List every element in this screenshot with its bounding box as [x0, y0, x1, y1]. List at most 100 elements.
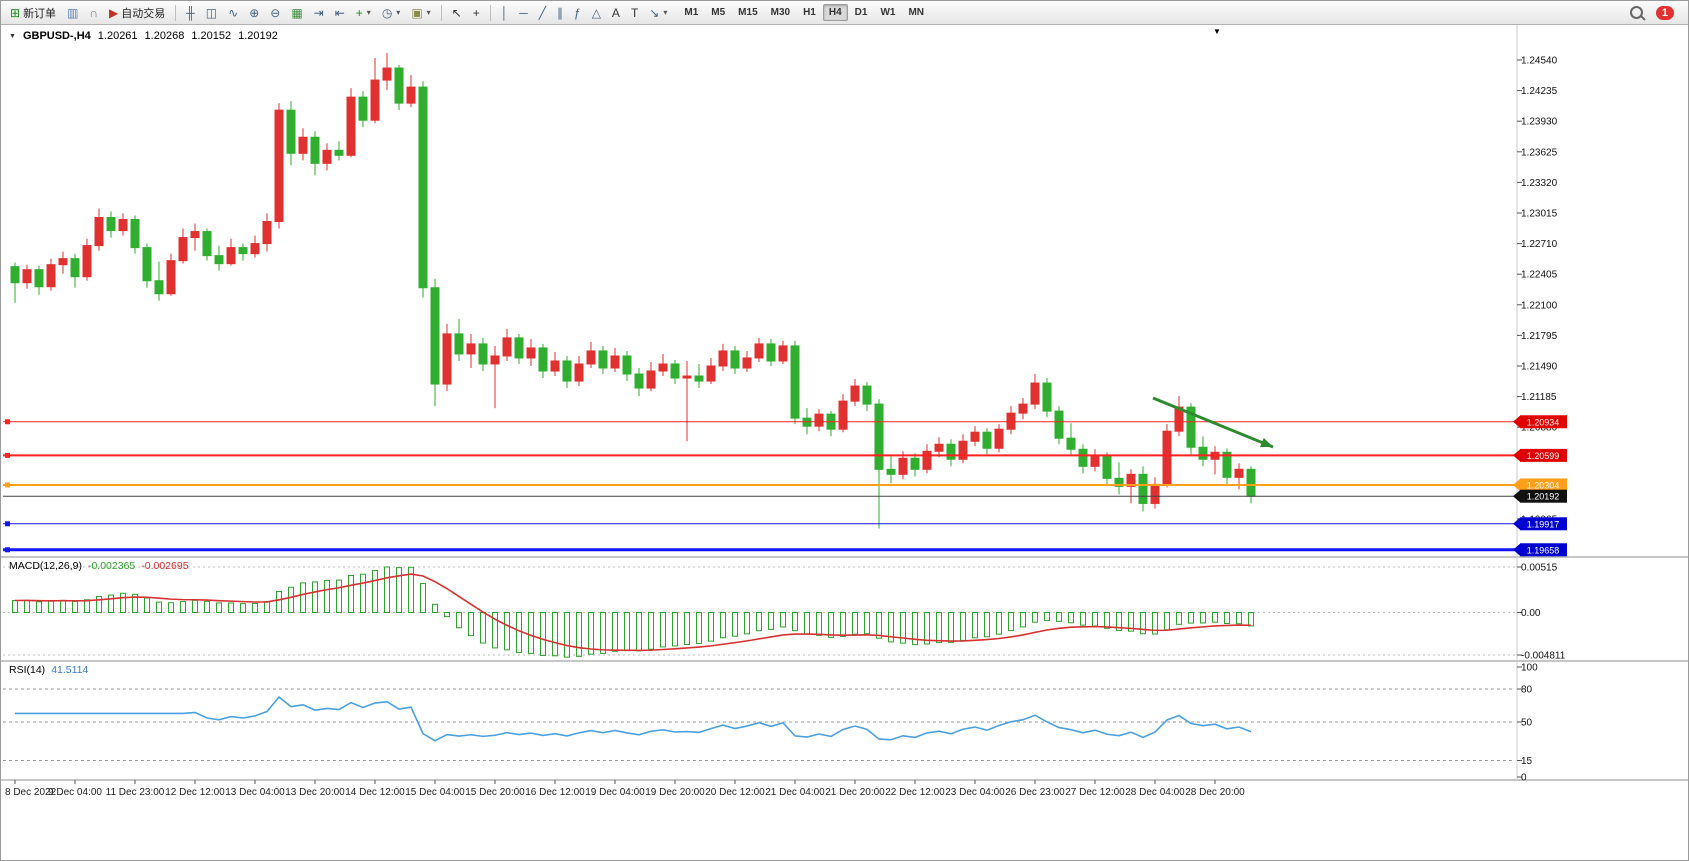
auto-scroll-button[interactable]: ⇥ — [309, 2, 329, 23]
text-label-icon: T — [630, 5, 639, 20]
svg-text:1.21185: 1.21185 — [1521, 392, 1557, 403]
search-button[interactable] — [1625, 2, 1648, 23]
timeframe-m15-button[interactable]: M15 — [738, 7, 758, 18]
indicators-button[interactable]: + ▾ — [351, 2, 376, 23]
low-value: 1.20152 — [191, 30, 232, 42]
autotrading-icon: ▶ — [109, 5, 119, 20]
hline-handle[interactable] — [5, 521, 10, 527]
svg-text:1.24235: 1.24235 — [1521, 86, 1558, 97]
timeframe-m30-button[interactable]: M30 — [770, 7, 791, 18]
horizontal-line-button[interactable]: ─ — [514, 2, 533, 23]
arrows-icon: ↘ — [649, 5, 660, 20]
price-badge-1.19658 — [1520, 543, 1567, 557]
svg-text:1.19917: 1.19917 — [1527, 519, 1560, 529]
timeframe-m1-button[interactable]: M1 — [684, 7, 699, 18]
timeframe-h4-button[interactable]: H4 — [822, 4, 848, 21]
chevron-down-icon: ▾ — [366, 8, 371, 17]
periods-icon: ◷ — [381, 5, 393, 20]
timeframe-m5-button[interactable]: M5 — [711, 7, 726, 18]
chevron-down-icon: ▾ — [663, 8, 668, 17]
line-chart-mode-button[interactable]: ∿ — [223, 2, 243, 23]
trendline-button[interactable]: ╱ — [534, 2, 551, 23]
horizontal-lines — [3, 419, 1515, 553]
vertical-line-button[interactable]: │ — [496, 2, 514, 23]
svg-text:1.20934: 1.20934 — [1527, 417, 1560, 427]
search-icon — [1629, 6, 1643, 19]
tile-windows-button[interactable]: ▦ — [286, 2, 307, 23]
autotrading-button[interactable]: ▶ 自动交易 — [104, 2, 170, 23]
rsi-label: RSI(14) 41.5114 — [9, 664, 88, 676]
zoom-in-button[interactable]: ⊕ — [244, 2, 264, 23]
trend-arrow-annotation[interactable] — [1152, 396, 1274, 449]
macd-histogram — [12, 566, 1254, 658]
svg-text:27 Dec 12:00: 27 Dec 12:00 — [1065, 787, 1125, 798]
periods-button[interactable]: ◷ ▾ — [377, 2, 406, 23]
equidistant-channel-button[interactable]: ∥ — [552, 2, 568, 23]
hline-handle[interactable] — [5, 482, 10, 488]
hline-handle[interactable] — [5, 547, 10, 553]
svg-text:1.20304: 1.20304 — [1527, 480, 1560, 490]
svg-text:20 Dec 12:00: 20 Dec 12:00 — [705, 787, 765, 798]
macd-main-value: -0.002365 — [87, 560, 136, 572]
svg-text:1.19658: 1.19658 — [1527, 545, 1560, 555]
hline-handle[interactable] — [5, 419, 10, 425]
new-order-button[interactable]: ⊞ 新订单 — [5, 2, 61, 23]
chart-context-icon[interactable]: ▼ — [9, 32, 16, 40]
svg-text:50: 50 — [1521, 718, 1533, 729]
close-value: 1.20192 — [238, 30, 278, 42]
cursor-button[interactable]: ↖ — [447, 2, 467, 23]
chart-header: ▼ GBPUSD-,H4 1.20261 1.20268 1.20152 1.2… — [9, 30, 278, 42]
svg-text:15: 15 — [1521, 756, 1533, 767]
crosshair-button[interactable]: + — [468, 2, 485, 23]
bar-chart-mode-button[interactable]: ╫ — [181, 2, 200, 23]
timeframe-d1-button[interactable]: D1 — [854, 7, 868, 18]
open-value: 1.20261 — [97, 30, 138, 42]
new-order-icon: ⊞ — [10, 5, 21, 20]
text-button[interactable]: A — [607, 2, 625, 23]
bar-chart-mode-icon: ╫ — [186, 5, 195, 20]
svg-text:21 Dec 20:00: 21 Dec 20:00 — [825, 787, 885, 798]
zoom-out-icon: ⊖ — [270, 5, 281, 20]
price-badge-1.20192 — [1520, 489, 1567, 503]
timeframe-mn-button[interactable]: MN — [908, 7, 925, 18]
timeframe-group: M1 M5 M15 M30 H1 H4 D1 W1 MN — [678, 4, 930, 21]
toolbar-buttons: ⊞ 新订单 ▥ ∩ ▶ 自动交易 ╫ ◫ ∿ ⊕ ⊖ ▦ ⇥ ⇤ + ▾ ◷ ▾ ▣ ▾ ↖ + │ ─ ╱ ∥ ƒ △ A T ↘ ▾ — [5, 2, 672, 23]
toolbar-separator — [175, 4, 177, 21]
price-badge-1.20304 — [1520, 478, 1567, 492]
svg-text:19 Dec 04:00: 19 Dec 04:00 — [585, 787, 645, 798]
svg-text:0.00: 0.00 — [1521, 608, 1541, 619]
horizontal-line-icon: ─ — [519, 5, 528, 20]
svg-text:13 Dec 04:00: 13 Dec 04:00 — [225, 787, 285, 798]
fibonacci-button[interactable]: ƒ — [569, 2, 586, 23]
svg-text:80: 80 — [1521, 685, 1533, 696]
hline-handle[interactable] — [5, 452, 10, 458]
chart-windows-button[interactable]: ▥ — [62, 2, 83, 23]
notification-badge[interactable]: 1 — [1655, 5, 1674, 20]
text-label-button[interactable]: T — [626, 2, 643, 23]
svg-text:1.21795: 1.21795 — [1521, 331, 1558, 342]
candlestick-mode-button[interactable]: ◫ — [201, 2, 222, 23]
price-badge-1.19917 — [1520, 517, 1567, 531]
trendline-icon: ╱ — [538, 5, 546, 20]
svg-text:1.21490: 1.21490 — [1521, 361, 1558, 372]
indicators-icon: + — [355, 5, 363, 20]
zoom-out-button[interactable]: ⊖ — [265, 2, 285, 23]
arrows-button[interactable]: ↘ ▾ — [644, 2, 672, 23]
svg-text:0.00515: 0.00515 — [1521, 563, 1558, 574]
candles — [10, 52, 1256, 529]
templates-button[interactable]: ▣ ▾ — [406, 2, 435, 23]
timeframe-h1-button[interactable]: H1 — [803, 7, 816, 18]
svg-text:12 Dec 12:00: 12 Dec 12:00 — [165, 787, 225, 798]
chart-windows-icon: ▥ — [67, 5, 79, 20]
templates-icon: ▣ — [411, 5, 423, 20]
chart-shift-button[interactable]: ⇤ — [330, 2, 350, 23]
svg-text:28 Dec 04:00: 28 Dec 04:00 — [1125, 787, 1185, 798]
candlestick-mode-icon: ◫ — [205, 5, 218, 20]
headset-button[interactable]: ∩ — [84, 2, 103, 23]
shapes-button[interactable]: △ — [587, 2, 606, 23]
svg-text:1.20192: 1.20192 — [1527, 492, 1560, 502]
scroll-to-end-icon[interactable]: ▼ — [1213, 27, 1221, 36]
timeframe-w1-button[interactable]: W1 — [880, 7, 896, 18]
